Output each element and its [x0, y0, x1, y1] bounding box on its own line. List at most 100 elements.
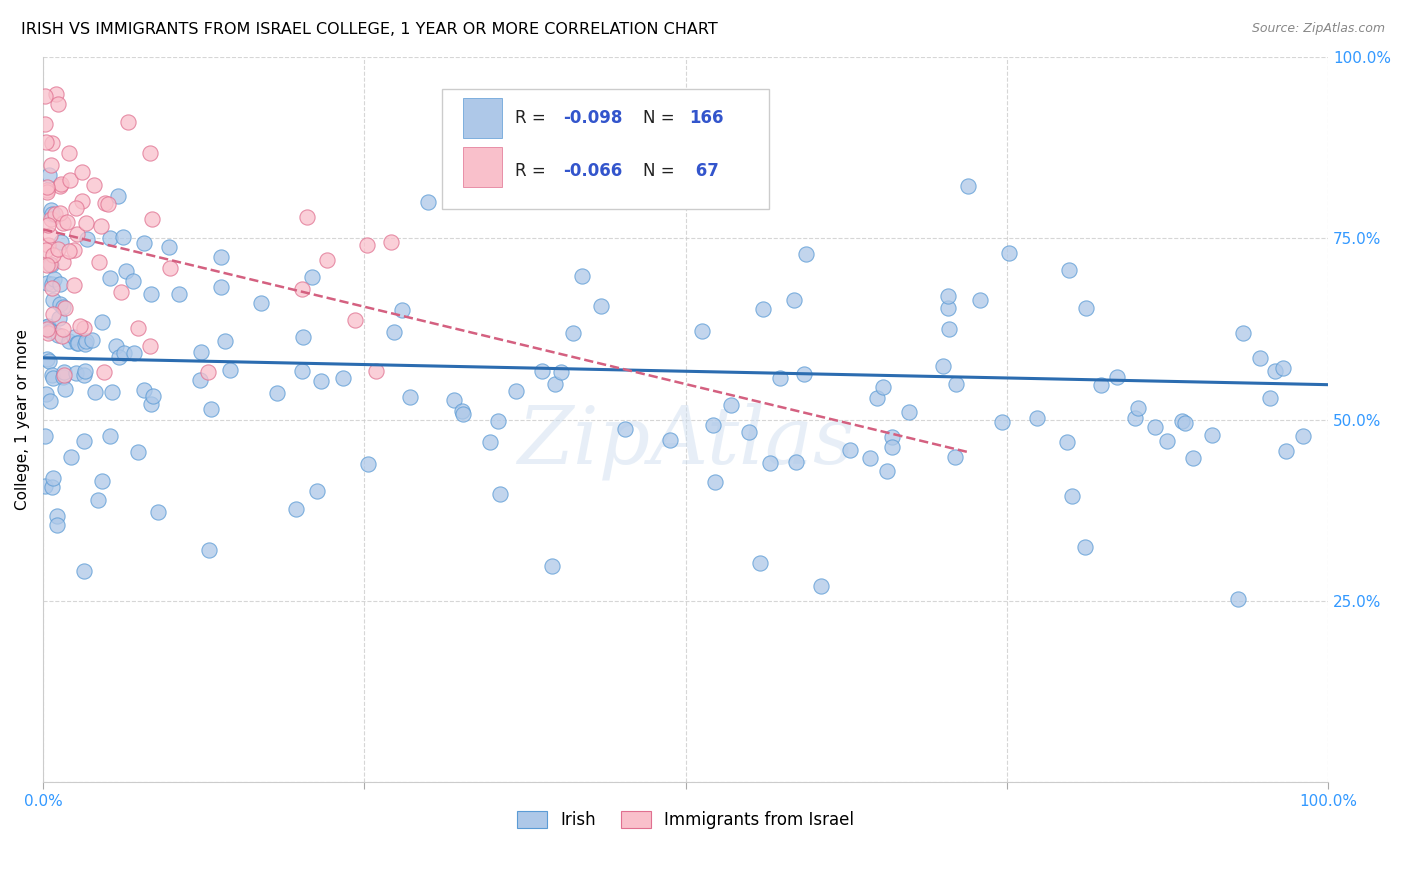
Point	[35, 243, 58, 257]
Point	[87, 255, 110, 269]
Point	[49, 206, 72, 220]
Point	[486, 414, 509, 428]
Point	[73, 368, 96, 382]
Point	[932, 359, 955, 373]
Point	[714, 174, 737, 188]
Point	[39, 212, 62, 227]
Point	[108, 350, 131, 364]
Point	[37, 258, 59, 272]
Point	[1271, 361, 1294, 376]
Point	[311, 374, 333, 388]
Point	[35, 185, 58, 199]
Point	[37, 318, 59, 333]
Point	[59, 450, 82, 465]
Point	[105, 339, 128, 353]
Point	[70, 194, 93, 209]
Point	[443, 393, 465, 408]
Point	[122, 346, 145, 360]
Legend: Irish, Immigrants from Israel: Irish, Immigrants from Israel	[510, 805, 860, 836]
Point	[45, 509, 67, 524]
Point	[167, 287, 190, 301]
Point	[73, 363, 96, 377]
Point	[52, 255, 75, 269]
Point	[58, 244, 80, 259]
Point	[1181, 451, 1204, 466]
Point	[859, 450, 882, 465]
Point	[530, 364, 553, 378]
Point	[37, 322, 59, 336]
Point	[703, 475, 725, 489]
Point	[41, 277, 63, 291]
Point	[37, 238, 59, 252]
Point	[66, 335, 89, 350]
Point	[198, 542, 221, 557]
Point	[290, 282, 312, 296]
Point	[49, 235, 72, 250]
Point	[42, 272, 65, 286]
Y-axis label: College, 1 year or more: College, 1 year or more	[15, 329, 30, 510]
Point	[42, 371, 65, 385]
Point	[37, 326, 59, 340]
Point	[38, 353, 60, 368]
Point	[451, 407, 474, 421]
Point	[1258, 391, 1281, 405]
Point	[46, 328, 69, 343]
Point	[1292, 429, 1315, 443]
Point	[34, 117, 56, 131]
Point	[44, 207, 66, 221]
Text: R =: R =	[515, 161, 551, 179]
Point	[35, 135, 58, 149]
Point	[209, 251, 232, 265]
Point	[591, 299, 613, 313]
Point	[188, 373, 211, 387]
Point	[56, 215, 79, 229]
Point	[266, 386, 288, 401]
Point	[65, 201, 87, 215]
Point	[316, 252, 339, 267]
Point	[1249, 351, 1271, 365]
Text: R =: R =	[515, 109, 551, 127]
Point	[115, 263, 138, 277]
Point	[39, 394, 62, 409]
Point	[42, 293, 65, 307]
Point	[41, 281, 63, 295]
Point	[138, 145, 160, 160]
Point	[58, 334, 80, 348]
Point	[35, 180, 58, 194]
Point	[48, 179, 70, 194]
Point	[98, 231, 121, 245]
Point	[91, 315, 114, 329]
FancyBboxPatch shape	[441, 89, 769, 209]
Point	[39, 258, 62, 272]
Text: Source: ZipAtlas.com: Source: ZipAtlas.com	[1251, 22, 1385, 36]
Point	[214, 334, 236, 349]
Point	[138, 338, 160, 352]
Point	[250, 296, 273, 310]
Point	[34, 88, 56, 103]
Point	[121, 274, 143, 288]
Point	[142, 389, 165, 403]
Point	[41, 207, 63, 221]
Point	[90, 219, 112, 234]
Point	[49, 296, 72, 310]
Point	[382, 325, 405, 339]
Point	[872, 379, 894, 393]
Point	[209, 280, 232, 294]
Point	[1107, 370, 1129, 384]
Point	[75, 337, 97, 351]
Point	[134, 383, 156, 397]
Point	[451, 404, 474, 418]
Point	[83, 178, 105, 193]
Point	[59, 173, 82, 187]
Point	[52, 300, 75, 314]
Point	[98, 271, 121, 285]
Text: 67: 67	[689, 161, 718, 179]
Point	[398, 390, 420, 404]
Point	[127, 445, 149, 459]
Point	[1143, 419, 1166, 434]
Point	[53, 365, 76, 379]
Point	[1232, 326, 1254, 340]
Point	[73, 320, 96, 334]
Point	[1074, 540, 1097, 554]
Point	[38, 256, 60, 270]
